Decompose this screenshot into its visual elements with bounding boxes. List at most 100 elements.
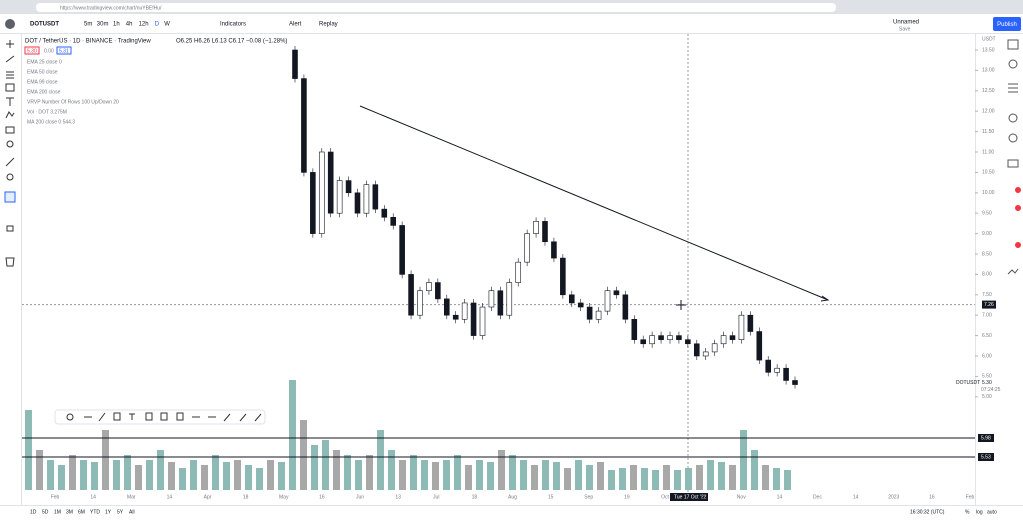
indicators-button[interactable]: Indicators — [220, 22, 246, 28]
y-tick-label: 12.00 — [982, 109, 995, 115]
interval[interactable]: 1h — [113, 22, 120, 28]
volume-bar — [168, 462, 175, 490]
volume-bar — [190, 460, 197, 490]
range-button[interactable]: 1Y — [105, 509, 112, 515]
y-tick-label: 13.50 — [982, 47, 995, 53]
interval[interactable]: 5m — [84, 22, 92, 28]
scale-option[interactable]: auto — [987, 509, 997, 515]
text-tool[interactable] — [6, 97, 14, 106]
candle — [667, 335, 673, 340]
clock: 16:30:32 (UTC) — [910, 509, 945, 515]
candle — [685, 339, 691, 345]
volume-bar — [377, 430, 384, 490]
range-button[interactable]: YTD — [90, 509, 100, 515]
volume-bar — [498, 450, 505, 490]
draw-icon[interactable] — [66, 413, 74, 421]
candle — [586, 306, 593, 320]
save-button[interactable]: Save — [899, 26, 911, 32]
candle — [336, 180, 343, 214]
hotlist-icon[interactable] — [1008, 113, 1018, 123]
scale-option[interactable]: % — [965, 509, 970, 515]
y-tick-label: 5.50 — [982, 374, 992, 380]
measure-tool[interactable] — [5, 126, 15, 134]
candle — [327, 151, 334, 214]
interval[interactable]: 30m — [97, 22, 109, 28]
draw-icons[interactable] — [84, 412, 262, 422]
volume-bar — [278, 462, 285, 490]
candle — [640, 339, 647, 345]
indicator-label: Vol · DOT 3.275M — [27, 109, 67, 115]
url: https://www.tradingview.com/chart/nuYBEf… — [60, 5, 162, 11]
volume-bar — [289, 380, 296, 490]
volume-bar — [762, 465, 769, 490]
trash-tool[interactable] — [5, 257, 15, 267]
cursor-tool[interactable] — [6, 40, 14, 48]
volume-bar — [696, 465, 703, 490]
candle — [595, 310, 602, 320]
interval[interactable]: W — [164, 22, 170, 28]
lock-drawings[interactable] — [6, 225, 14, 232]
volume-bar — [575, 460, 582, 490]
range-button[interactable]: 6M — [78, 509, 85, 515]
address-bar[interactable] — [36, 3, 836, 12]
indicator-label: EMA 50 close — [27, 69, 58, 75]
range-button[interactable]: 5D — [42, 509, 49, 515]
alerts-icon[interactable] — [1008, 59, 1018, 69]
symbol-tag: DOTUSDT — [956, 380, 980, 386]
x-tick-label: 19 — [624, 494, 630, 500]
brush-tool[interactable] — [5, 157, 15, 167]
calendar-icon[interactable] — [1008, 133, 1018, 143]
watchlist-icon[interactable] — [1007, 39, 1019, 50]
candle — [426, 282, 432, 292]
range-button[interactable]: 5Y — [117, 509, 124, 515]
indicator-label: EMA 99 close — [27, 79, 58, 85]
candle — [372, 184, 379, 210]
streams-icon[interactable] — [1007, 268, 1019, 275]
y-tick-label: 5.00 — [982, 394, 992, 400]
range-button[interactable]: 1M — [54, 509, 61, 515]
y-tick-label: 6.00 — [982, 353, 992, 359]
avatar[interactable] — [5, 19, 15, 29]
scale-option[interactable]: log — [976, 509, 983, 515]
trend-line[interactable] — [359, 105, 829, 301]
price-box — [24, 46, 40, 55]
x-tick-label: Sep — [584, 494, 593, 500]
volume-bar — [443, 460, 450, 490]
volume-bar — [267, 460, 274, 490]
interval[interactable]: 4h — [126, 22, 133, 28]
interval[interactable]: D — [155, 22, 160, 28]
x-tick-label: 14 — [167, 494, 173, 500]
volume-bar — [465, 465, 472, 490]
x-tick-label: 15 — [548, 494, 554, 500]
range-button[interactable]: 1D — [30, 509, 37, 515]
replay-button[interactable]: Replay — [319, 22, 338, 28]
interval[interactable]: 12h — [139, 22, 149, 28]
y-tick-label: 11.50 — [982, 129, 994, 135]
notification-badge — [1015, 205, 1021, 211]
candle — [408, 274, 414, 316]
volume-bar — [333, 450, 340, 490]
line-tool[interactable] — [5, 55, 15, 63]
volume-bar — [47, 460, 54, 490]
pattern-tool[interactable] — [5, 111, 15, 119]
zoom-tool[interactable] — [6, 173, 14, 181]
candle — [765, 359, 772, 373]
layout-name[interactable]: Unnamed — [893, 20, 919, 26]
candle — [488, 290, 495, 308]
alert-button[interactable]: Alert — [289, 22, 302, 28]
lock-tool[interactable] — [4, 191, 16, 203]
shape-tool[interactable] — [5, 83, 15, 92]
publish-button[interactable] — [993, 17, 1021, 31]
candle — [524, 233, 530, 263]
ideas-icon[interactable] — [1007, 159, 1019, 168]
data-icon[interactable] — [1008, 83, 1018, 93]
range-button[interactable]: 3M — [66, 509, 73, 515]
symbol[interactable]: DOTUSDT — [30, 22, 59, 28]
x-tick-label: Feb — [966, 494, 975, 500]
y-tick-label: 9.00 — [982, 231, 992, 237]
fib-tool[interactable] — [6, 71, 14, 79]
magnet-tool[interactable] — [6, 140, 14, 148]
range-button[interactable]: All — [129, 509, 135, 515]
candle — [792, 380, 798, 385]
right-toolbar — [1003, 34, 1023, 506]
